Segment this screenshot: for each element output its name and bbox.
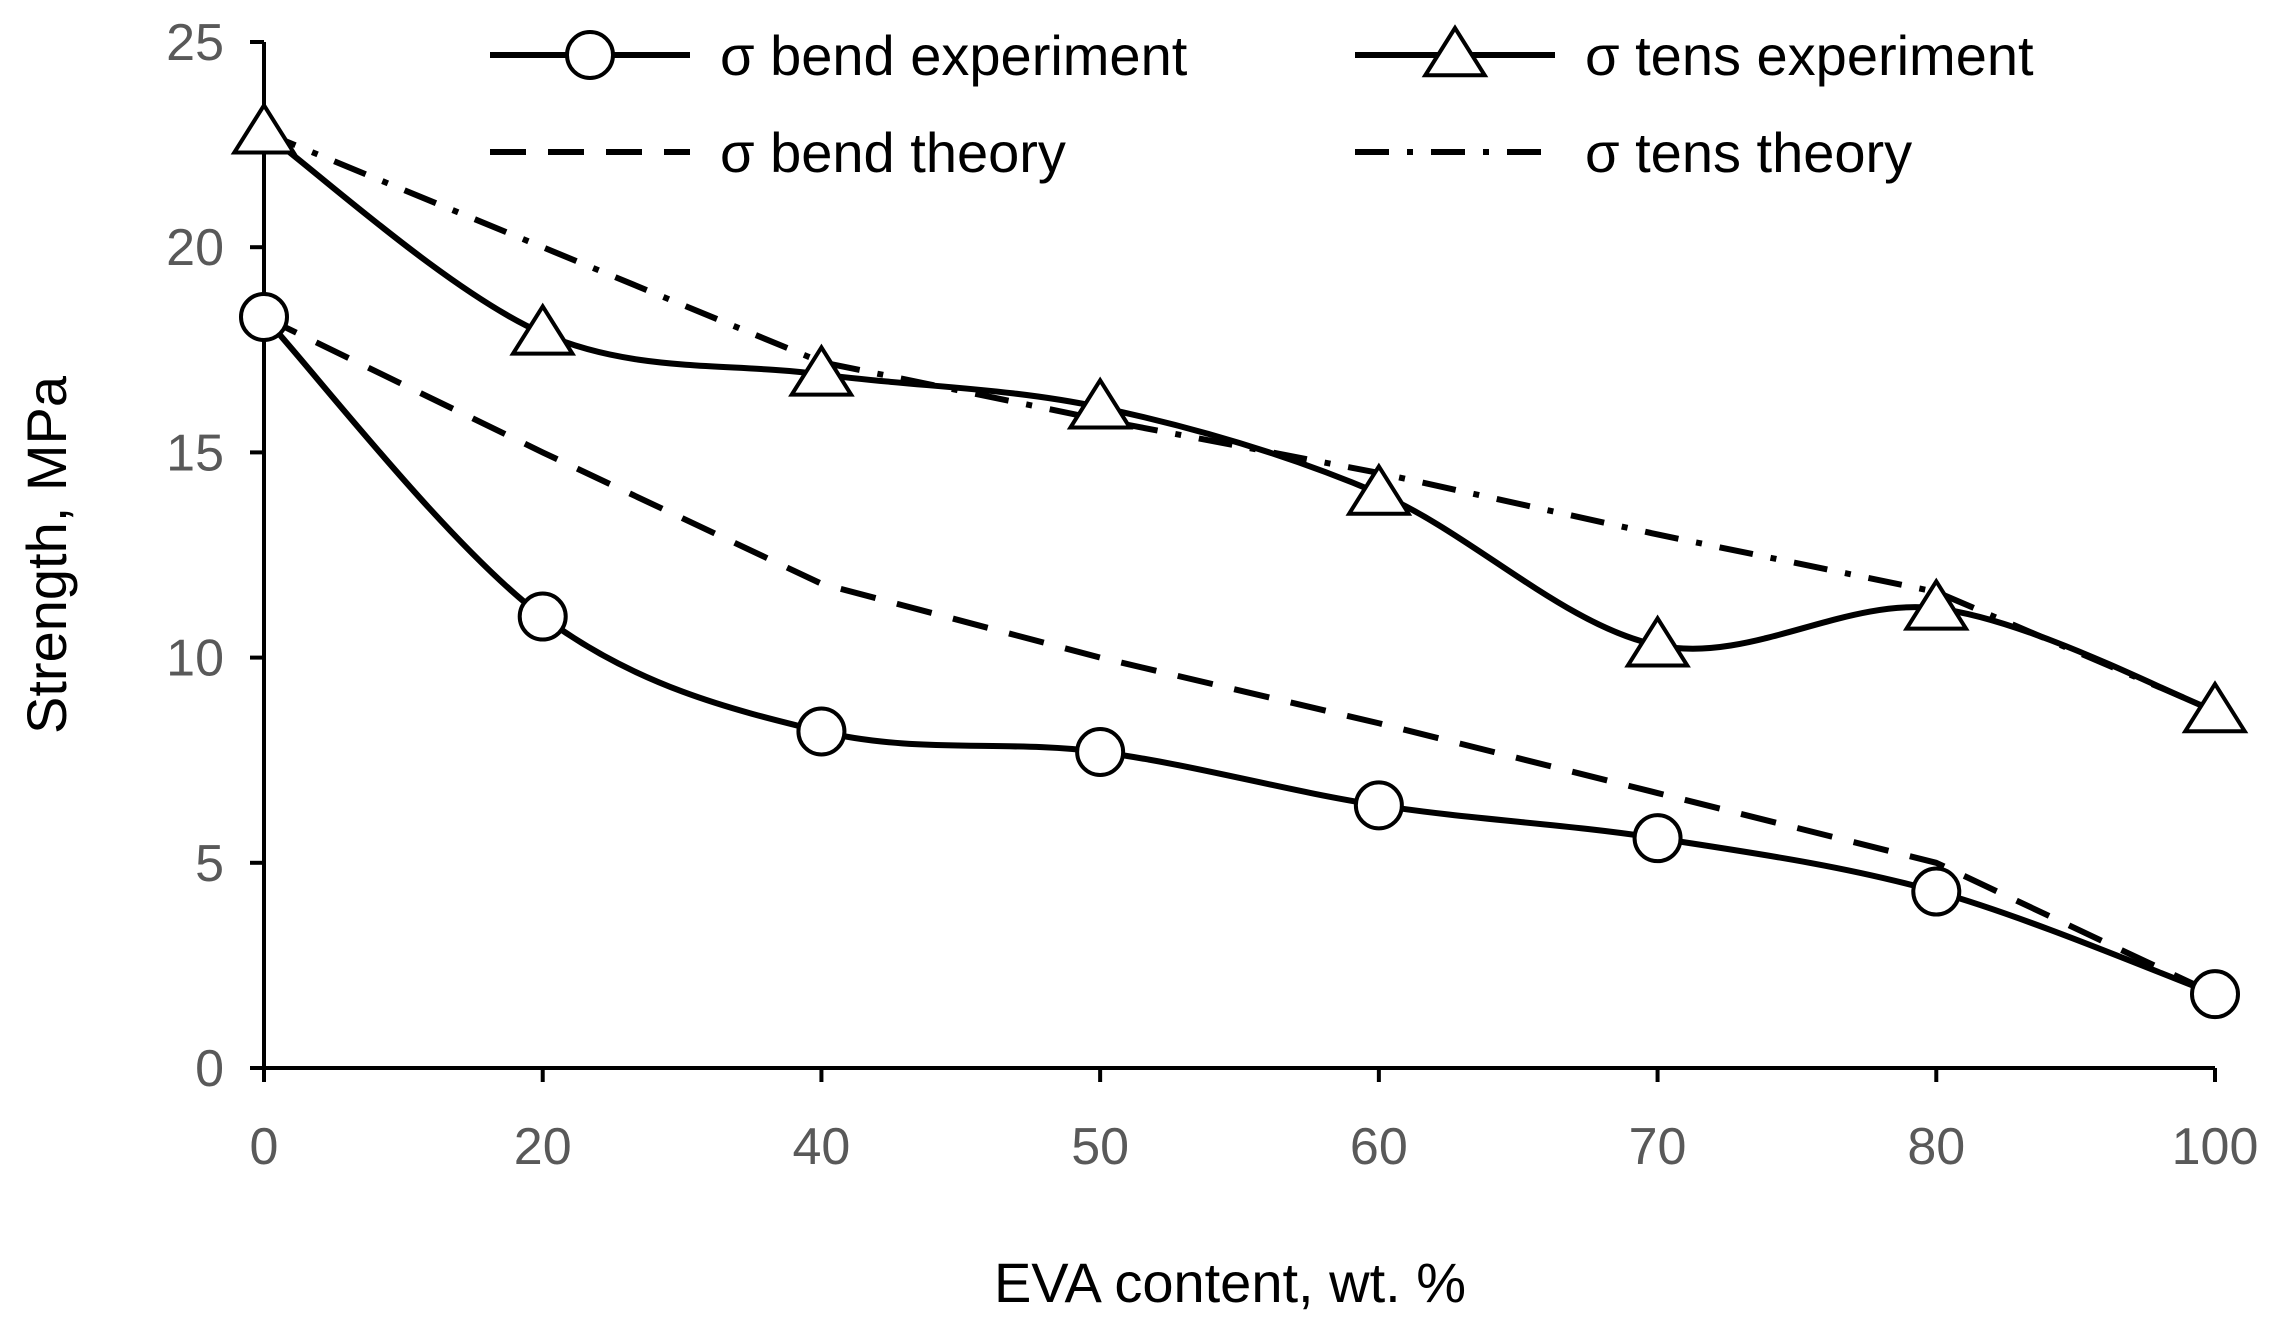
y-tick-label: 25 [166, 14, 224, 72]
data-point-bend-experiment [517, 591, 568, 642]
x-axis-title: EVA content, wt. % [994, 1251, 1466, 1314]
data-point-tens-experiment [788, 343, 855, 397]
data-point-tens-experiment [1066, 376, 1134, 430]
data-point-bend-experiment [2190, 969, 2240, 1020]
y-tick-label: 20 [166, 219, 224, 277]
legend-label: σ tens theory [1585, 121, 1912, 184]
data-point-bend-experiment [1632, 813, 1683, 864]
series-line-tens-theory [262, 129, 2217, 714]
data-point-tens-experiment [1624, 614, 1691, 668]
data-point-bend-experiment [1911, 866, 1962, 917]
x-tick-label: 70 [1629, 1118, 1687, 1176]
x-tick-label: 20 [514, 1118, 572, 1176]
y-tick-label: 15 [166, 424, 224, 482]
legend-label: σ bend theory [720, 121, 1066, 184]
legend-marker-bend-experiment [565, 30, 615, 80]
legend-label: σ tens experiment [1585, 24, 2034, 87]
data-point-tens-experiment [230, 101, 298, 155]
data-point-bend-experiment [1353, 780, 1404, 831]
x-tick-label: 100 [2172, 1118, 2259, 1176]
x-tick-label: 40 [793, 1118, 851, 1176]
x-tick-label: 0 [250, 1118, 279, 1176]
y-axis-title: Strength, MPa [15, 375, 78, 734]
y-tick-label: 10 [166, 630, 224, 688]
data-point-tens-experiment [2181, 680, 2249, 734]
x-tick-label: 50 [1071, 1118, 1129, 1176]
data-point-tens-experiment [1345, 462, 1413, 516]
data-point-tens-experiment [509, 302, 577, 356]
data-point-bend-experiment [239, 291, 289, 342]
x-tick-label: 80 [1907, 1118, 1965, 1176]
y-tick-label: 5 [195, 835, 224, 893]
series-line-bend-theory [262, 314, 2217, 997]
x-tick-label: 60 [1350, 1118, 1408, 1176]
data-point-tens-experiment [1902, 577, 1970, 631]
data-point-bend-experiment [1075, 726, 1126, 777]
y-tick-label: 0 [195, 1040, 224, 1098]
legend-marker-tens-experiment [1421, 24, 1489, 78]
legend-label: σ bend experiment [720, 24, 1188, 87]
data-point-bend-experiment [796, 706, 847, 757]
